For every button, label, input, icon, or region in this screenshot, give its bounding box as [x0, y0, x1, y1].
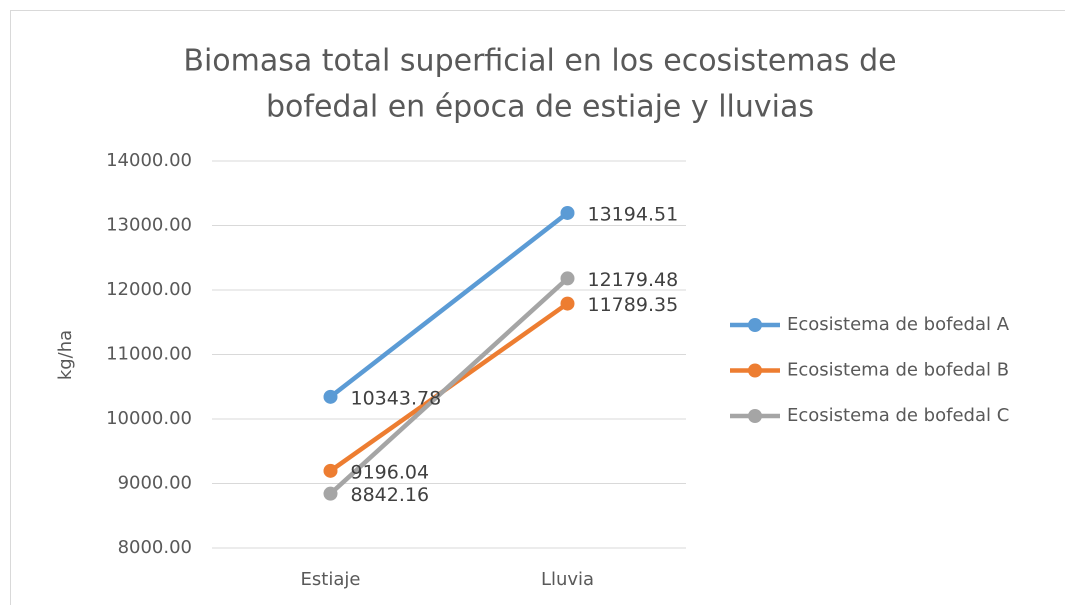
- legend-marker: [748, 363, 762, 378]
- point: [323, 463, 338, 478]
- data-label: 11789.35: [588, 294, 679, 316]
- series-line: [328, 210, 570, 400]
- y-axis-label: kg/ha: [55, 330, 76, 380]
- point: [560, 271, 575, 286]
- legend-marker: [748, 318, 762, 332]
- data-label: 8842.16: [351, 484, 430, 506]
- y-tick-label: 10000.00: [106, 408, 192, 429]
- point: [560, 205, 575, 220]
- y-tick-label: 8000.00: [118, 537, 192, 558]
- data-label: 12179.48: [588, 269, 679, 291]
- series-line: [328, 276, 570, 496]
- data-label: 13194.51: [588, 203, 679, 225]
- point: [323, 486, 338, 501]
- y-tick-label: 13000.00: [106, 215, 192, 236]
- chart-title: bofedal en época de estiaje y lluvias: [266, 90, 814, 125]
- x-tick-label: Estiaje: [301, 569, 361, 590]
- y-tick-label: 9000.00: [118, 473, 192, 494]
- data-label: 10343.78: [351, 387, 442, 409]
- point: [560, 296, 575, 311]
- data-label: 9196.04: [351, 461, 430, 483]
- legend-label: Ecosistema de bofedal B: [787, 360, 1009, 381]
- legend-label: Ecosistema de bofedal C: [787, 405, 1009, 426]
- y-tick-label: 14000.00: [106, 150, 192, 171]
- point: [323, 389, 338, 404]
- x-tick-label: Lluvia: [541, 569, 594, 590]
- y-tick-label: 12000.00: [106, 279, 192, 300]
- chart-title: Biomasa total superficial en los ecosist…: [183, 44, 896, 79]
- legend-label: Ecosistema de bofedal A: [787, 314, 1010, 335]
- legend-marker: [748, 409, 762, 423]
- y-tick-label: 11000.00: [106, 344, 192, 365]
